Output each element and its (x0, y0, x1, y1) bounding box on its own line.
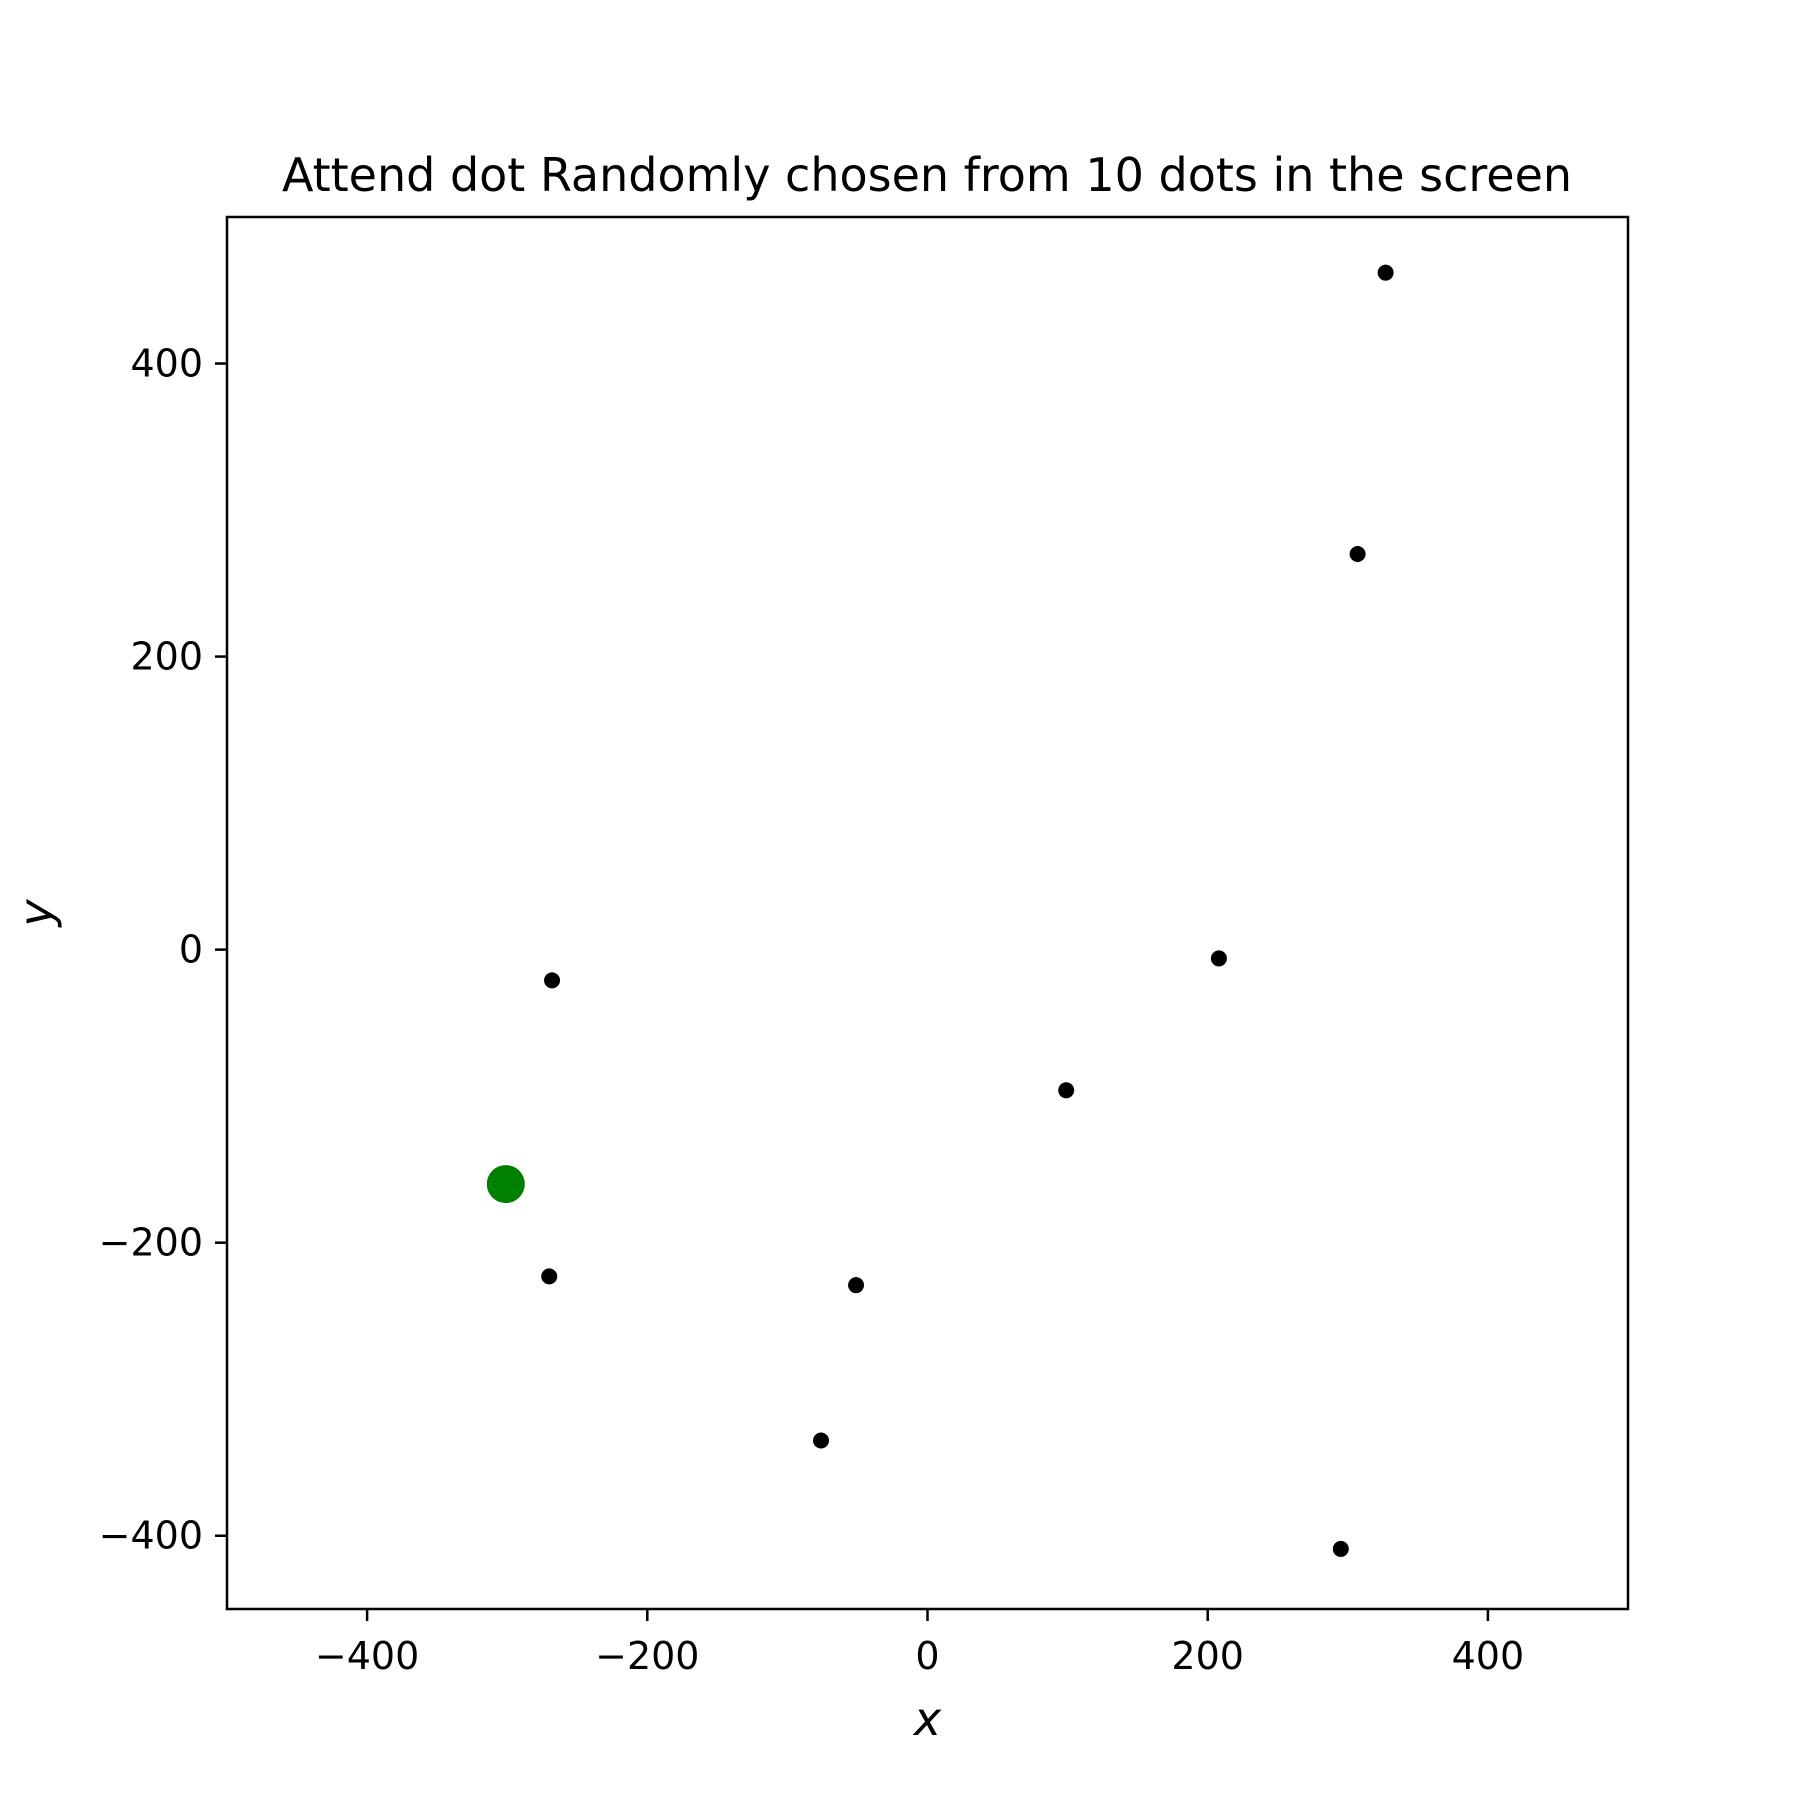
y-tick-label: 0 (179, 928, 203, 972)
data-point (1210, 950, 1227, 967)
data-point (848, 1277, 865, 1294)
data-point (1377, 264, 1394, 281)
data-point (813, 1432, 830, 1449)
x-axis-ticks: −400 −200 0 200 400 (315, 1609, 1524, 1678)
x-tick-label: −200 (595, 1634, 699, 1678)
y-tick-label: −400 (99, 1514, 203, 1558)
data-point (1332, 1540, 1349, 1557)
data-point (544, 972, 561, 989)
chart-title: Attend dot Randomly chosen from 10 dots … (282, 148, 1572, 202)
y-tick-label: 200 (130, 635, 203, 679)
x-tick-label: 0 (915, 1634, 939, 1678)
data-point (541, 1268, 558, 1285)
y-axis-ticks: −400 −200 0 200 400 (99, 342, 227, 1558)
x-tick-label: 400 (1452, 1634, 1525, 1678)
attended-dot (486, 1165, 525, 1204)
data-point (1058, 1082, 1075, 1099)
y-tick-label: −200 (99, 1221, 203, 1265)
y-tick-label: 400 (130, 342, 203, 386)
x-axis-label: x (912, 1692, 942, 1746)
data-point (1349, 546, 1366, 563)
x-tick-label: 200 (1171, 1634, 1244, 1678)
plot-area (486, 264, 1394, 1557)
y-axis-label: y (9, 899, 63, 929)
x-tick-label: −400 (315, 1634, 419, 1678)
